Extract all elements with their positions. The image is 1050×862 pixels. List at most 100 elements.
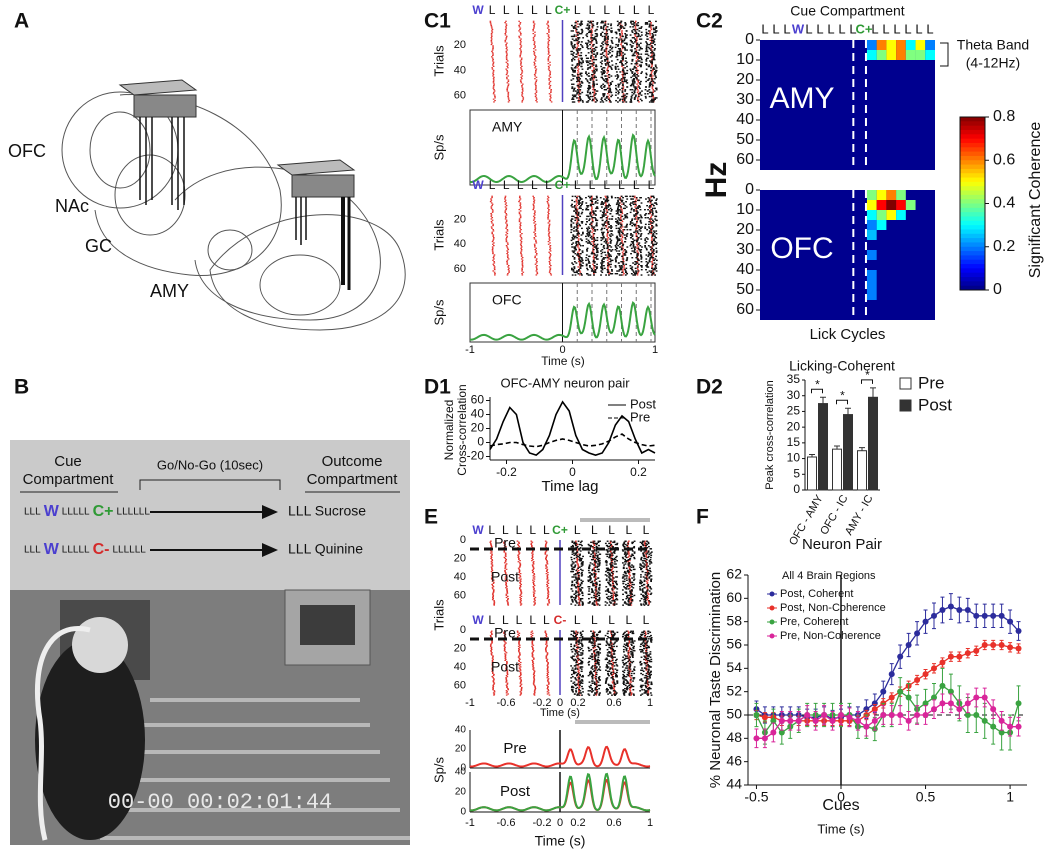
spike: [634, 97, 636, 98]
spike: [609, 557, 611, 558]
spike: [605, 81, 607, 82]
spike: [622, 56, 624, 57]
spike: [654, 236, 656, 237]
spike: [586, 79, 588, 80]
spike: [632, 550, 634, 551]
spike: [602, 237, 604, 238]
spike: [601, 60, 603, 61]
spike: [548, 205, 550, 206]
spike: [548, 206, 550, 207]
spike: [520, 49, 522, 50]
spike: [642, 560, 644, 561]
spike: [618, 228, 620, 229]
spike: [607, 546, 609, 547]
spike: [575, 245, 577, 246]
spike: [534, 217, 536, 218]
spike: [603, 232, 605, 233]
spike: [612, 249, 614, 250]
spike: [649, 568, 651, 569]
spike: [607, 88, 609, 89]
spike: [579, 33, 581, 34]
spike: [504, 197, 506, 198]
spike: [492, 220, 494, 221]
spike: [649, 232, 651, 233]
spike: [616, 89, 618, 90]
spike: [520, 204, 522, 205]
spike: [653, 81, 655, 82]
spike: [536, 258, 538, 259]
spike: [600, 34, 602, 35]
spike: [506, 240, 508, 241]
spike: [602, 44, 604, 45]
spike: [606, 220, 608, 221]
spike: [613, 584, 615, 585]
spike: [622, 230, 624, 231]
spike: [611, 69, 613, 70]
spike: [519, 546, 521, 547]
spike: [588, 89, 590, 90]
spike: [506, 245, 508, 246]
spike: [626, 206, 628, 207]
spike: [581, 213, 583, 214]
spike: [617, 237, 619, 238]
spike: [494, 273, 496, 274]
spike: [593, 51, 595, 52]
spike: [601, 71, 603, 72]
spike: [592, 40, 594, 41]
spike: [490, 25, 492, 26]
spike: [505, 559, 507, 560]
spike: [651, 56, 653, 57]
spike: [520, 28, 522, 29]
sequence-label: LLL: [24, 545, 41, 556]
spike: [647, 79, 649, 80]
spike: [520, 236, 522, 237]
spike: [618, 205, 620, 206]
spike: [579, 48, 581, 49]
spike: [652, 222, 654, 223]
spike: [644, 214, 646, 215]
spike: [622, 253, 624, 254]
spike: [603, 71, 605, 72]
spike: [589, 85, 591, 86]
spike: [535, 93, 537, 94]
spike: [586, 208, 588, 209]
spike: [548, 29, 550, 30]
spike: [604, 208, 606, 209]
spike: [570, 232, 572, 233]
spike: [531, 545, 533, 546]
spike: [533, 567, 535, 568]
spike: [606, 196, 608, 197]
spike: [623, 265, 625, 266]
spike: [598, 545, 600, 546]
spike: [637, 75, 639, 76]
spike: [616, 584, 618, 585]
spike: [575, 30, 577, 31]
spike: [533, 208, 535, 209]
spike: [520, 240, 522, 241]
region-label: OFC: [492, 292, 522, 308]
spike: [630, 89, 632, 90]
spike: [547, 214, 549, 215]
spike: [609, 258, 611, 259]
spike: [635, 94, 637, 95]
spike: [606, 52, 608, 53]
spike: [596, 229, 598, 230]
spike: [634, 99, 636, 100]
spike: [610, 84, 612, 85]
spike: [640, 81, 642, 82]
spike: [653, 230, 655, 231]
spike: [519, 220, 521, 221]
spike: [640, 64, 642, 65]
spike: [636, 62, 638, 63]
spike: [576, 225, 578, 226]
spike: [598, 595, 600, 596]
spike: [593, 257, 595, 258]
spike: [547, 208, 549, 209]
spike: [640, 197, 642, 198]
spike: [626, 86, 628, 87]
spike: [534, 47, 536, 48]
spike: [532, 542, 534, 543]
spike: [626, 229, 628, 230]
spike: [592, 249, 594, 250]
spike: [608, 226, 610, 227]
